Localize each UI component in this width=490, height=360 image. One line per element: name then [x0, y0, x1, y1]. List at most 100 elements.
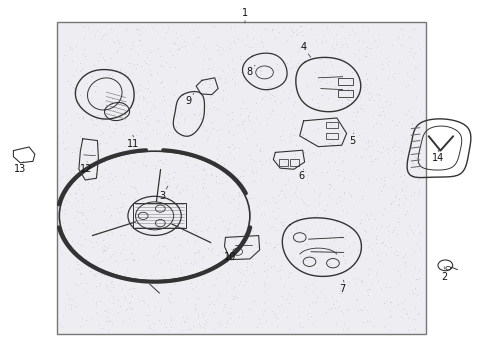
Point: [99, 249, 107, 255]
Point: [190, 111, 198, 117]
Point: [332, 41, 340, 46]
Point: [338, 230, 346, 236]
Point: [153, 300, 161, 305]
Point: [188, 128, 196, 134]
Text: 6: 6: [298, 171, 304, 181]
Point: [226, 221, 234, 226]
Point: [293, 78, 300, 84]
Point: [364, 216, 372, 222]
Point: [234, 175, 242, 181]
Point: [386, 222, 393, 228]
Point: [369, 142, 377, 148]
Point: [102, 224, 110, 230]
Point: [345, 84, 353, 90]
Point: [416, 229, 424, 235]
Point: [273, 324, 281, 330]
Point: [355, 48, 363, 53]
Point: [121, 296, 129, 302]
Point: [187, 95, 195, 100]
Point: [228, 141, 236, 147]
Point: [133, 61, 141, 67]
Point: [144, 99, 151, 105]
Point: [270, 246, 277, 252]
Point: [364, 237, 371, 243]
Point: [149, 25, 157, 31]
Point: [401, 252, 409, 258]
Point: [365, 45, 373, 51]
Point: [90, 271, 98, 277]
Point: [288, 285, 296, 291]
Point: [100, 98, 108, 103]
Point: [249, 255, 257, 261]
Point: [230, 38, 238, 44]
Point: [268, 308, 276, 314]
Point: [192, 221, 200, 227]
Point: [326, 27, 334, 32]
Point: [228, 76, 236, 82]
Point: [245, 79, 253, 85]
Point: [216, 322, 223, 328]
Point: [390, 153, 398, 159]
Point: [220, 301, 227, 307]
Point: [218, 159, 226, 165]
Point: [407, 192, 415, 197]
Point: [287, 229, 295, 235]
Point: [146, 312, 153, 318]
Point: [206, 81, 214, 87]
Point: [232, 294, 240, 300]
Point: [335, 153, 343, 159]
Point: [295, 45, 303, 51]
Point: [103, 286, 111, 292]
Point: [261, 308, 269, 314]
Point: [341, 237, 348, 242]
Point: [245, 117, 253, 123]
Point: [124, 60, 132, 66]
Point: [97, 140, 104, 146]
Point: [216, 292, 223, 298]
Point: [92, 302, 99, 308]
Point: [243, 135, 251, 141]
Point: [411, 290, 418, 296]
Point: [125, 304, 133, 310]
Point: [359, 106, 367, 112]
Point: [192, 307, 199, 313]
Point: [64, 144, 72, 150]
Point: [406, 201, 414, 206]
Point: [362, 53, 370, 58]
Point: [347, 192, 355, 198]
Point: [221, 75, 229, 81]
Point: [223, 227, 231, 233]
Point: [336, 142, 343, 148]
Point: [114, 38, 122, 44]
Point: [213, 106, 220, 112]
Point: [86, 239, 94, 244]
Point: [185, 27, 193, 33]
Point: [267, 224, 274, 229]
Point: [96, 147, 104, 153]
Point: [327, 72, 335, 78]
Point: [379, 183, 387, 189]
Point: [307, 26, 315, 31]
Point: [82, 288, 90, 294]
Point: [384, 76, 392, 82]
Point: [347, 224, 355, 230]
Point: [220, 68, 227, 74]
Point: [119, 131, 127, 137]
Point: [226, 311, 234, 316]
Point: [189, 27, 197, 33]
Point: [128, 285, 136, 291]
Point: [226, 40, 234, 46]
Point: [289, 101, 297, 107]
Point: [67, 169, 74, 175]
Point: [139, 198, 147, 204]
Point: [374, 277, 382, 283]
Point: [162, 29, 170, 35]
Point: [338, 23, 346, 29]
Point: [403, 230, 411, 236]
Point: [415, 187, 423, 193]
Point: [219, 193, 227, 198]
Point: [111, 155, 119, 161]
Point: [392, 157, 400, 163]
Point: [291, 99, 299, 104]
Point: [267, 264, 275, 270]
